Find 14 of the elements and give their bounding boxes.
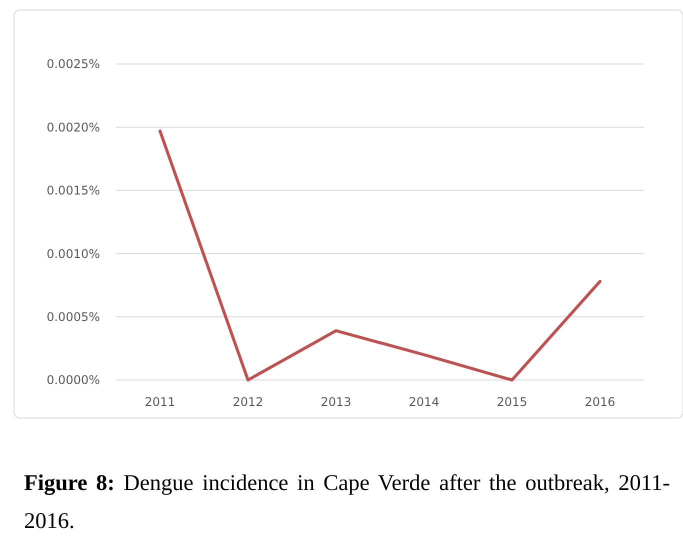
chart-title: Figure 8: Dengue incidence in Cape Verde after the outbreak, 2011-2016. xyxy=(24,470,670,533)
line-series xyxy=(158,129,602,382)
y-tick-label: 0.0005% xyxy=(46,310,100,324)
x-tick-label: 2012 xyxy=(232,395,264,410)
y-tick-label: 0.0025% xyxy=(46,57,100,72)
x-tick-label: 2014 xyxy=(408,395,440,410)
x-tick-label: 2016 xyxy=(584,395,616,410)
y-tick-label: 0.0010% xyxy=(46,246,100,261)
y-tick-label: 0.0020% xyxy=(46,120,100,134)
y-tick-label: 0.0015% xyxy=(46,184,100,198)
y-tick-label: 0.0000% xyxy=(46,373,100,388)
x-tick-label: 2015 xyxy=(496,395,528,410)
x-tick-label: 2011 xyxy=(144,395,176,410)
x-tick-label: 2013 xyxy=(320,395,352,410)
